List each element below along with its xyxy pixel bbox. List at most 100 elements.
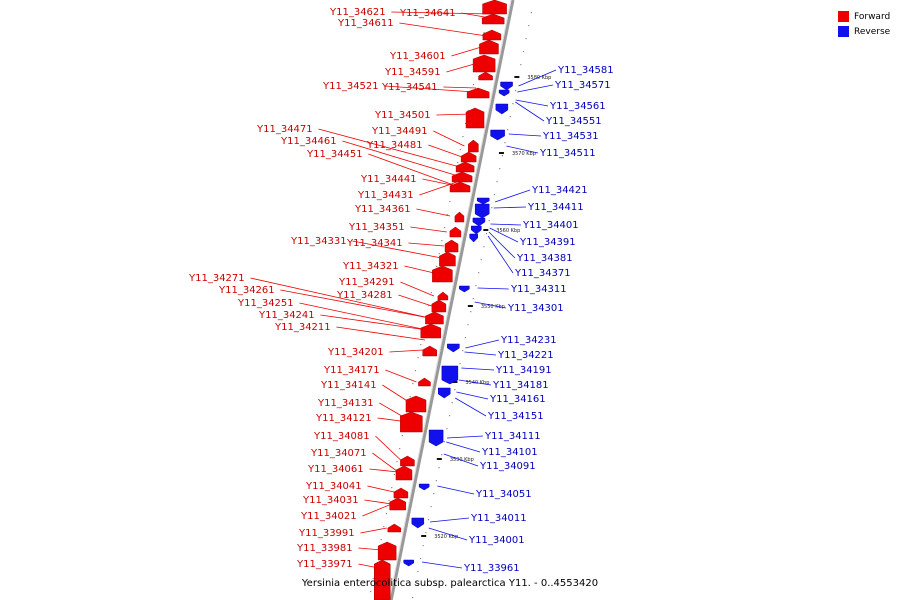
- forward-gene-label: Y11_34251: [237, 298, 294, 309]
- forward-gene-label: Y11_34351: [348, 222, 405, 233]
- legend-swatch-reverse: [838, 26, 849, 37]
- forward-gene-arrow: [444, 239, 459, 253]
- forward-gene-label: Y11_34021: [300, 511, 357, 522]
- reverse-gene-label: Y11_34311: [510, 284, 567, 295]
- forward-label-leader: [367, 485, 395, 493]
- reverse-gene-label: Y11_34301: [507, 303, 564, 314]
- position-dot: [504, 142, 506, 144]
- reverse-label-leader: [515, 101, 545, 122]
- forward-gene-arrow: [377, 541, 397, 561]
- reverse-label-leader: [494, 189, 531, 203]
- tick-label: 3570 Kbp: [512, 151, 536, 157]
- forward-label-leader: [433, 130, 465, 147]
- reverse-gene-arrow: [411, 517, 425, 529]
- tick-mark: [421, 535, 427, 537]
- forward-gene-arrow: [395, 465, 413, 481]
- forward-gene-label: Y11_33981: [296, 543, 353, 554]
- position-dot: [417, 571, 419, 573]
- forward-gene-arrow: [478, 71, 493, 81]
- forward-label-leader: [368, 153, 457, 187]
- forward-label-leader: [336, 326, 426, 341]
- tick-mark: [467, 305, 473, 307]
- forward-gene-label: Y11_34291: [338, 277, 395, 288]
- reverse-gene-label: Y11_34161: [489, 394, 546, 405]
- position-dot: [493, 194, 496, 196]
- forward-label-leader: [451, 45, 485, 57]
- reverse-gene-label: Y11_33961: [463, 563, 520, 574]
- forward-label-leader: [364, 499, 392, 505]
- forward-label-leader: [391, 11, 492, 15]
- position-dot: [467, 110, 469, 112]
- position-dot: [438, 467, 440, 469]
- label-leader-lines: [250, 11, 557, 569]
- position-dot: [441, 240, 443, 242]
- backbone-highlight: [388, 0, 512, 600]
- reverse-label-leader: [518, 69, 557, 87]
- forward-label-leader: [342, 140, 459, 177]
- reverse-gene-label: Y11_34381: [516, 253, 573, 264]
- tick-label: 3580 Kbp: [527, 75, 551, 81]
- forward-gene-arrow: [482, 29, 502, 41]
- position-dot: [470, 311, 472, 313]
- forward-gene-arrow: [420, 323, 442, 339]
- position-dot: [399, 448, 401, 450]
- reverse-gene-arrow: [441, 365, 459, 385]
- reverse-label-leader: [455, 397, 487, 417]
- reverse-gene-label: Y11_34371: [514, 268, 571, 279]
- forward-gene-arrow: [387, 523, 402, 533]
- reverse-label-leader: [517, 84, 554, 93]
- reverse-label-leader: [437, 485, 475, 495]
- forward-gene-label: Y11_34211: [274, 322, 331, 333]
- position-dot: [427, 519, 430, 521]
- position-dot: [496, 181, 498, 183]
- reverse-label-leader: [464, 351, 497, 356]
- forward-gene-arrow: [437, 291, 449, 301]
- forward-gene-label: Y11_34641: [399, 8, 456, 19]
- position-dot: [443, 227, 446, 229]
- forward-gene-label: Y11_34431: [357, 190, 414, 201]
- reverse-label-leader: [477, 287, 510, 290]
- reverse-label-leader: [461, 367, 495, 371]
- tick-label: 3550 Kbp: [481, 304, 505, 310]
- position-dot: [457, 162, 459, 164]
- position-dot: [483, 32, 485, 34]
- forward-gene-label: Y11_34201: [327, 347, 384, 358]
- forward-gene-arrow: [468, 139, 479, 153]
- forward-gene-label: Y11_34621: [329, 7, 386, 18]
- forward-gene-arrow: [405, 395, 427, 413]
- forward-gene-label: Y11_34471: [256, 124, 313, 135]
- forward-gene-label: Y11_34601: [389, 51, 446, 62]
- forward-gene-label: Y11_34071: [310, 448, 367, 459]
- position-dot: [528, 25, 530, 27]
- position-dot: [472, 84, 475, 86]
- position-dot: [485, 233, 488, 235]
- legend-label-reverse: Reverse: [854, 26, 891, 37]
- forward-label-leader: [375, 435, 401, 461]
- forward-gene-label: Y11_34341: [346, 238, 403, 249]
- forward-gene-label: Y11_34081: [313, 431, 370, 442]
- forward-label-leader: [299, 302, 428, 331]
- position-dot: [462, 350, 464, 352]
- reverse-label-leader: [429, 517, 470, 523]
- position-dot: [414, 584, 416, 586]
- reverse-label-leader: [487, 235, 514, 274]
- position-dot: [462, 136, 464, 138]
- forward-gene-label: Y11_34031: [302, 495, 359, 506]
- forward-gene-label: Y11_34331: [290, 236, 347, 247]
- reverse-label-leader: [474, 301, 507, 309]
- forward-label-leader: [280, 289, 430, 319]
- position-dot: [465, 123, 467, 125]
- position-dot: [520, 64, 522, 66]
- position-dot: [449, 201, 451, 203]
- reverse-gene-arrow: [403, 559, 414, 567]
- forward-gene-label: Y11_33991: [298, 528, 355, 539]
- position-dot: [385, 513, 388, 515]
- reverse-gene-arrow: [490, 129, 505, 141]
- reverse-gene-label: Y11_34011: [470, 513, 527, 524]
- reverse-label-leader: [490, 223, 522, 226]
- forward-label-leader: [369, 468, 399, 473]
- forward-gene-label: Y11_34361: [354, 204, 411, 215]
- forward-gene-arrow: [472, 54, 496, 73]
- legend-item-forward: Forward: [838, 9, 890, 24]
